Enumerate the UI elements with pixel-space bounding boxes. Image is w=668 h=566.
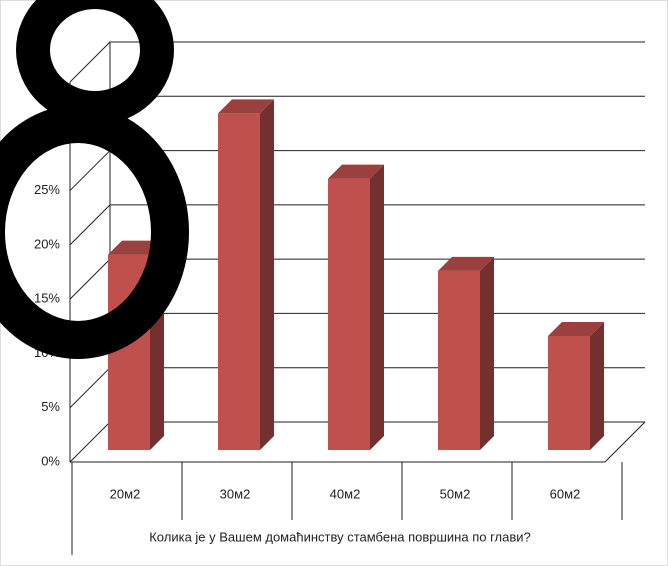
bar [328, 164, 384, 451]
bar-side [370, 164, 384, 451]
x-tick-label: 60м2 [550, 486, 581, 501]
x-tick-label: 40м2 [330, 486, 361, 501]
bar-top [548, 322, 604, 336]
bar-side [590, 322, 604, 450]
bar [438, 256, 494, 450]
y-tick-label: 25% [34, 182, 60, 197]
bar-top [438, 256, 494, 271]
logo-lower-loop [0, 105, 189, 359]
x-axis-title: Колика је у Вашем домаћинству стамбена п… [149, 529, 531, 544]
bar-top [218, 99, 274, 114]
y-tick-label: 5% [41, 399, 60, 414]
y-tick-label: 15% [34, 291, 60, 306]
floor-edge [70, 421, 646, 463]
bar-front [438, 270, 480, 450]
bar-front [218, 113, 260, 450]
bar-side [260, 99, 274, 450]
x-tick-label: 20м2 [110, 486, 141, 501]
bar [218, 99, 274, 450]
bar-top [328, 164, 384, 179]
x-tick-label: 30м2 [220, 486, 251, 501]
bar [548, 322, 604, 450]
plot-area: 0%5%10%15%20%25%30%35%20м2 30м2 40м2 50м2 60… [34, 41, 646, 555]
logo-overlay [0, 0, 189, 359]
bar-front [548, 336, 590, 450]
bar-side [480, 256, 494, 450]
x-tick-label: 50м2 [440, 486, 471, 501]
bar-front [328, 178, 370, 451]
y-tick-label: 0% [41, 453, 60, 468]
y-tick-label: 20% [34, 236, 60, 251]
